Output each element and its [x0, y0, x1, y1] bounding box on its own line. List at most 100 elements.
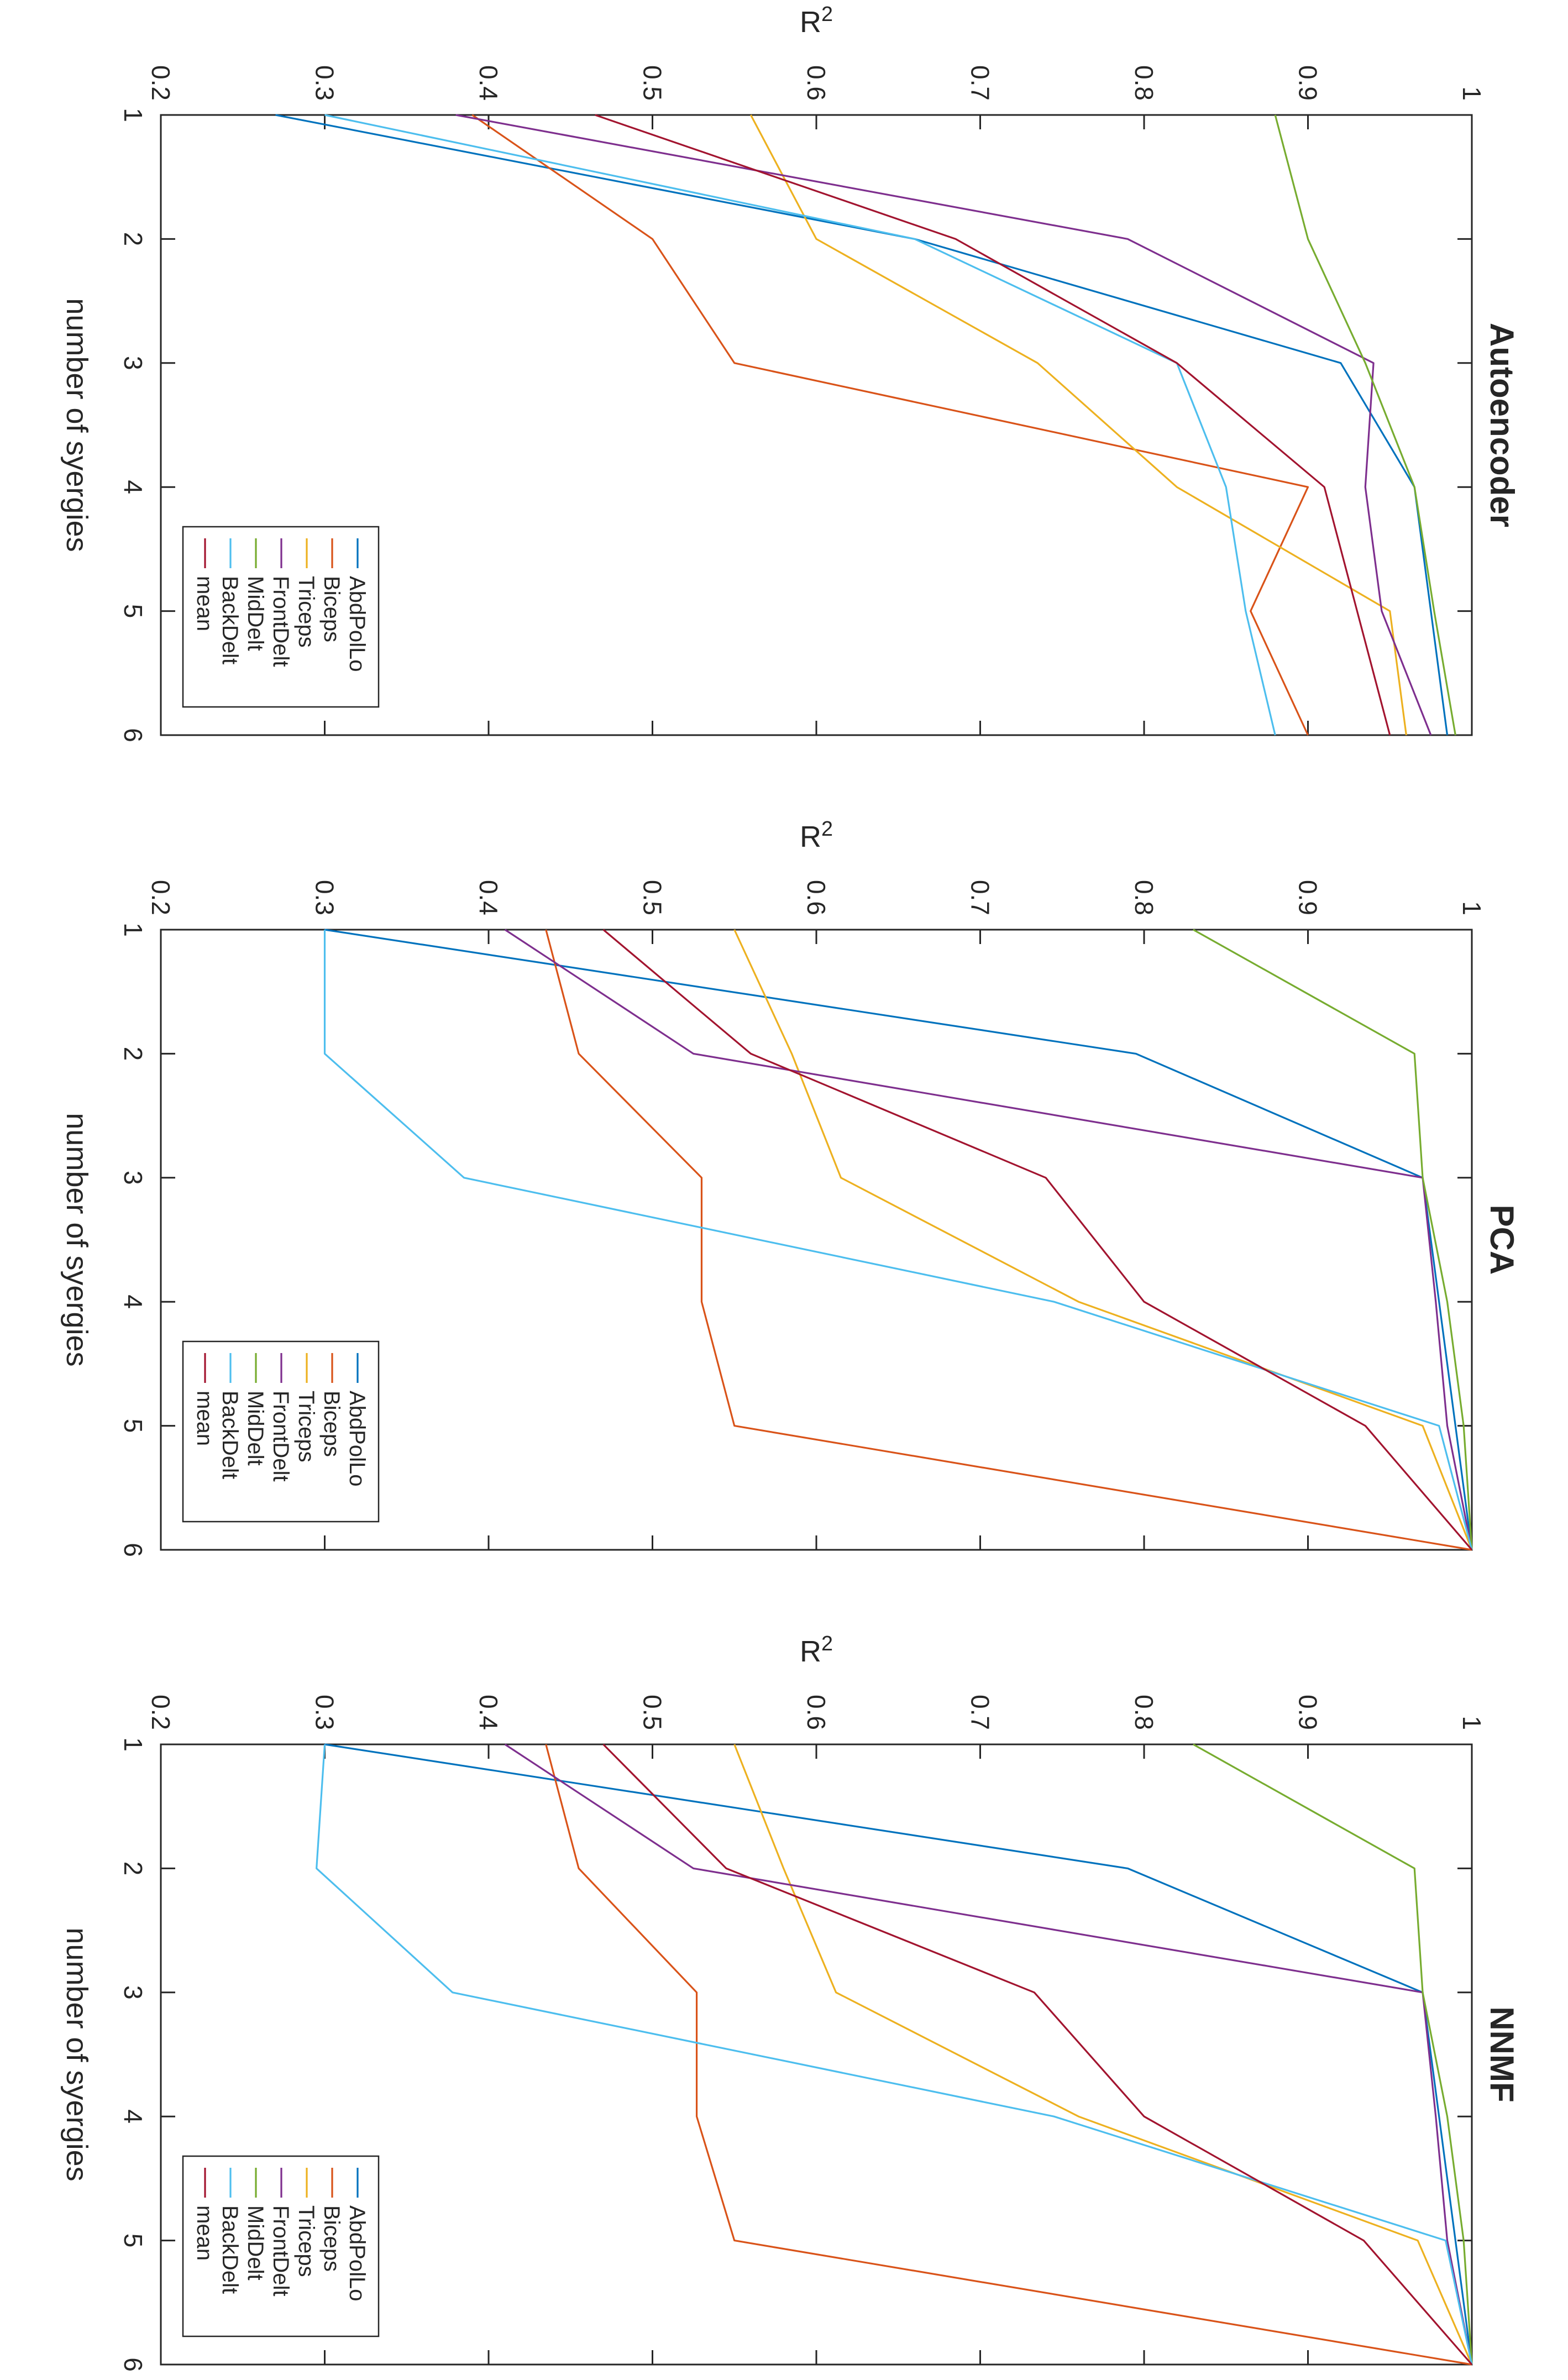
x-tick-label: 1: [119, 108, 148, 122]
x-tick-label: 3: [119, 1985, 148, 2000]
y-tick-label: 0.2: [146, 1695, 175, 1730]
y-tick-label: 0.8: [1130, 65, 1158, 101]
x-tick-label: 4: [119, 480, 148, 494]
chart-title: Autoencoder: [1483, 323, 1520, 527]
x-tick-label: 2: [119, 232, 148, 247]
legend-label-MidDelt: MidDelt: [243, 576, 268, 651]
y-tick-label: 0.8: [1130, 880, 1158, 915]
series-line-BackDelt: [316, 1744, 1473, 2365]
legend-label-Triceps: Triceps: [294, 576, 318, 648]
legend-label-AbdPolLo: AbdPolLo: [345, 576, 369, 672]
y-tick-label: 0.8: [1130, 1695, 1158, 1730]
y-tick-label: 0.5: [638, 65, 667, 101]
x-tick-label: 1: [119, 922, 148, 937]
y-tick-label: 0.6: [802, 1695, 831, 1730]
series-line-FrontDelt: [455, 114, 1432, 736]
series-line-Biceps: [545, 929, 1472, 1551]
legend-label-Biceps: Biceps: [319, 1391, 344, 1457]
x-tick-label: 4: [119, 2109, 148, 2124]
x-axis-label: number of syergies: [60, 298, 93, 552]
nnmf-chart: 1 2 3 4 5 6 0.2 0.3 0.4 0.5 0.6 0.7 0.8 0.9 1 NNMF numbe…: [60, 1632, 1520, 2372]
y-tick-label: 0.4: [474, 880, 503, 915]
legend-label-Biceps: Biceps: [319, 576, 344, 642]
legend-label-BackDelt: BackDelt: [218, 576, 242, 664]
x-tick-label: 5: [119, 604, 148, 618]
legend-label-AbdPolLo: AbdPolLo: [345, 1391, 369, 1486]
series-line-mean: [602, 929, 1473, 1551]
y-tick-label: 0.3: [311, 1695, 339, 1730]
y-tick-label: 0.7: [966, 65, 995, 101]
series-line-MidDelt: [1193, 1743, 1473, 2365]
y-tick-label: 0.9: [1294, 880, 1323, 915]
y-tick-label: 0.2: [146, 880, 175, 915]
series-line-AbdPolLo: [324, 1743, 1473, 2365]
y-tick-label: 1: [1457, 901, 1486, 915]
legend-label-Triceps: Triceps: [294, 1391, 318, 1462]
y-tick-label: 0.6: [802, 65, 831, 101]
series-line-mean: [595, 114, 1391, 736]
x-tick-label: 2: [119, 1862, 148, 1876]
series-line-AbdPolLo: [275, 114, 1449, 736]
x-tick-label: 5: [119, 1419, 148, 1433]
y-tick-label: 0.6: [802, 880, 831, 915]
y-tick-label: 1: [1457, 86, 1486, 101]
legend-label-FrontDelt: FrontDelt: [269, 2205, 293, 2297]
chart-title: NNMF: [1483, 2006, 1520, 2102]
x-tick-label: 4: [119, 1294, 148, 1309]
legend-box: [182, 2155, 380, 2337]
y-tick-label: 0.4: [474, 1695, 503, 1730]
y-tick-label: 0.3: [311, 65, 339, 101]
series-line-MidDelt: [1193, 929, 1473, 1550]
y-tick-label: 0.3: [311, 880, 339, 915]
legend-label-AbdPolLo: AbdPolLo: [345, 2205, 369, 2301]
legend-box: [182, 526, 380, 708]
x-tick-label: 5: [119, 2234, 148, 2248]
series-line-mean: [602, 1743, 1473, 2366]
y-tick-label: 0.5: [638, 880, 667, 915]
x-tick-label: 1: [119, 1737, 148, 1752]
x-tick-label: 3: [119, 1171, 148, 1185]
y-axis-label: R2: [800, 3, 833, 39]
chart-title: PCA: [1483, 1205, 1520, 1275]
legend-label-BackDelt: BackDelt: [218, 2205, 242, 2294]
y-tick-label: 0.2: [146, 65, 175, 101]
legend-label-Biceps: Biceps: [319, 2205, 344, 2272]
x-tick-label: 6: [119, 728, 148, 742]
y-tick-label: 0.9: [1294, 65, 1323, 101]
series-line-BackDelt: [324, 114, 1276, 736]
x-tick-label: 3: [119, 356, 148, 370]
legend-label-Triceps: Triceps: [294, 2205, 318, 2277]
x-tick-label: 2: [119, 1047, 148, 1061]
series-line-Biceps: [545, 1744, 1472, 2366]
x-tick-label: 6: [119, 2357, 148, 2372]
series-line-MidDelt: [1274, 114, 1456, 736]
legend-label-MidDelt: MidDelt: [243, 1391, 268, 1466]
x-axis-label: number of syergies: [60, 1927, 93, 2181]
series-line-AbdPolLo: [324, 929, 1473, 1550]
y-tick-label: 0.4: [474, 65, 503, 101]
legend-label-mean: mean: [192, 2205, 217, 2261]
pca-chart: 1 2 3 4 5 6 0.2 0.3 0.4 0.5 0.6 0.7 0.8 0.9 1 PCA number…: [60, 817, 1520, 1557]
legend-label-BackDelt: BackDelt: [218, 1391, 242, 1479]
series-line-Triceps: [733, 929, 1473, 1550]
y-axis-label: R2: [800, 1632, 833, 1668]
legend-label-FrontDelt: FrontDelt: [269, 1391, 293, 1482]
series-line-FrontDelt: [504, 929, 1473, 1550]
series-line-Biceps: [471, 114, 1309, 736]
series-line-Triceps: [733, 1744, 1473, 2365]
legend-label-FrontDelt: FrontDelt: [269, 576, 293, 667]
series-line-FrontDelt: [504, 1743, 1473, 2365]
legend-label-mean: mean: [192, 576, 217, 631]
series-line-BackDelt: [323, 930, 1473, 1550]
autoencoder-chart: 1 2 3 4 5 6 0.2 0.3 0.4 0.5 0.6 0.7 0.8 0.9 1 Autoencod…: [60, 3, 1520, 742]
x-tick-label: 6: [119, 1543, 148, 1557]
legend-label-mean: mean: [192, 1391, 217, 1446]
y-axis-label: R2: [800, 817, 833, 853]
y-tick-label: 0.7: [966, 1695, 995, 1730]
x-axis-label: number of syergies: [60, 1113, 93, 1366]
series-line-Triceps: [749, 114, 1407, 736]
legend-box: [182, 1340, 380, 1523]
y-tick-label: 0.9: [1294, 1695, 1323, 1730]
y-tick-label: 1: [1457, 1716, 1486, 1730]
